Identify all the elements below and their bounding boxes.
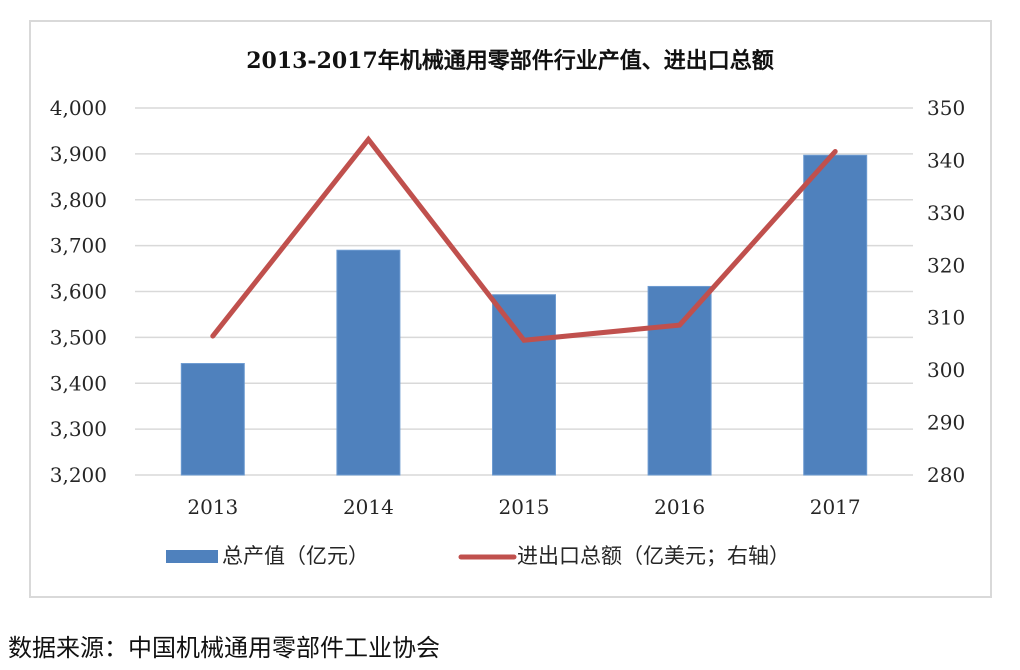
right-tick-label: 320	[927, 253, 965, 277]
x-axis: 2013 2014 2015 2016 2017	[187, 495, 860, 519]
left-tick-label: 3,200	[50, 463, 107, 487]
left-tick-label: 3,900	[50, 142, 107, 166]
trade-line	[210, 135, 838, 343]
right-axis: 280 290 300 310 320 330 340 350	[927, 96, 965, 487]
x-tick-label: 2017	[810, 495, 861, 519]
gridlines	[135, 107, 913, 476]
line-series-trade-total	[210, 135, 838, 343]
legend: 总产值（亿元） 进出口总额（亿美元；右轴）	[166, 544, 790, 568]
left-tick-label: 3,300	[50, 417, 107, 441]
bar-2015	[492, 294, 556, 476]
left-tick-label: 3,800	[50, 188, 107, 212]
legend-label-line: 进出口总额（亿美元；右轴）	[517, 544, 790, 568]
bar-2013	[180, 363, 245, 476]
legend-swatch-bar	[166, 550, 218, 563]
left-tick-label: 3,500	[50, 325, 107, 349]
left-tick-label: 3,400	[50, 371, 107, 395]
x-tick-label: 2013	[187, 495, 238, 519]
right-tick-label: 310	[927, 306, 965, 330]
chart-title: 2013-2017年机械通用零部件行业产值、进出口总额	[246, 48, 774, 74]
source-note: 数据来源：中国机械通用零部件工业协会	[8, 634, 440, 662]
bar-series-total-output	[180, 154, 868, 476]
left-tick-label: 3,600	[50, 280, 107, 304]
right-tick-label: 280	[927, 463, 965, 487]
right-tick-label: 290	[927, 411, 965, 435]
right-tick-label: 340	[927, 148, 965, 172]
x-tick-label: 2014	[343, 495, 394, 519]
right-tick-label: 330	[927, 201, 965, 225]
legend-label-bar: 总产值（亿元）	[222, 544, 369, 568]
bar-2017	[803, 154, 868, 476]
left-tick-label: 4,000	[50, 96, 107, 120]
right-tick-label: 300	[927, 358, 965, 382]
bar-2016	[647, 285, 712, 476]
left-axis: 3,200 3,300 3,400 3,500 3,600 3,700 3,800 3,900…	[50, 96, 107, 487]
bar-2014	[336, 249, 401, 476]
right-tick-label: 350	[927, 96, 965, 120]
x-tick-label: 2016	[654, 495, 705, 519]
x-tick-label: 2015	[499, 495, 550, 519]
left-tick-label: 3,700	[50, 234, 107, 258]
combo-chart: 2013-2017年机械通用零部件行业产值、进出口总额 3,2003,3003,…	[50, 48, 965, 568]
